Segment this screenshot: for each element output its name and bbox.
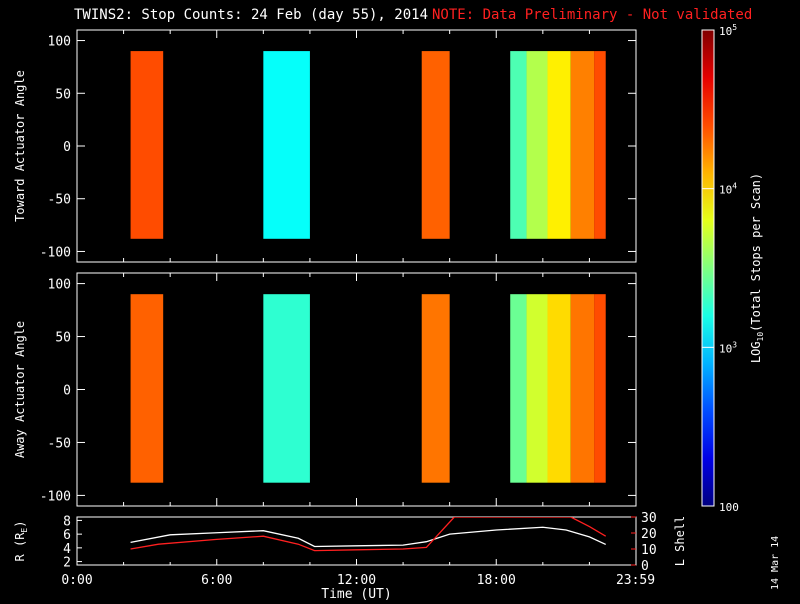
- heatmap-block: [594, 294, 606, 483]
- heatmap-panel-2: -100 -50 0 50 100 Away Actuator Angle: [13, 272, 637, 507]
- x-tick-label: 6:00: [201, 573, 232, 588]
- date-stamp: 14 Mar 14: [770, 535, 781, 590]
- r-distance-line: [130, 526, 606, 548]
- y-tick-label: 0: [63, 384, 71, 399]
- preliminary-note: NOTE: Data Preliminary - Not validated: [432, 7, 753, 23]
- y-tick-label: 6: [63, 528, 71, 543]
- y-tick-label: 50: [55, 331, 71, 346]
- heatmap-block: [510, 294, 527, 483]
- l-shell-axis-label: L Shell: [673, 516, 687, 567]
- r-axis-label: R (RE): [13, 521, 29, 562]
- y-tick-label-right: 0: [641, 559, 649, 574]
- heatmap-block: [547, 294, 571, 483]
- heatmap-block: [526, 51, 548, 239]
- heatmap-block: [130, 51, 164, 239]
- y-tick-label: 100: [48, 278, 71, 293]
- l-shell-line: [130, 517, 607, 552]
- y-tick-label: -100: [40, 245, 71, 260]
- y-tick-label: 50: [55, 87, 71, 102]
- colorbar-gradient: [701, 29, 715, 507]
- x-tick-label: 23:59: [616, 573, 655, 588]
- x-tick-label: 12:00: [337, 573, 376, 588]
- heatmap-panel-1: -100 -50 0 50 100 Toward Actuator Angle: [13, 29, 637, 263]
- x-tick-label: 18:00: [477, 573, 516, 588]
- colorbar-tick-label: 100: [719, 501, 739, 514]
- heatmap-block: [263, 294, 310, 483]
- chart-title: TWINS2: Stop Counts: 24 Feb (day 55), 20…: [74, 7, 429, 23]
- heatmap-block: [526, 294, 548, 483]
- x-tick-label: 0:00: [61, 573, 92, 588]
- y-axis-label: Toward Actuator Angle: [13, 70, 27, 222]
- colorbar-tick-label: 103: [719, 340, 737, 355]
- y-axis-label: Away Actuator Angle: [13, 321, 27, 458]
- heatmap-block: [421, 294, 450, 483]
- heatmap-block: [510, 51, 527, 239]
- y-tick-label: 2: [63, 556, 71, 571]
- y-tick-label: -100: [40, 489, 71, 504]
- heatmap-block: [547, 51, 571, 239]
- y-tick-label: 4: [63, 542, 71, 557]
- heatmap-block: [570, 294, 595, 483]
- panel-frame: [76, 516, 637, 566]
- y-tick-label-right: 10: [641, 543, 657, 558]
- heatmap-block: [570, 51, 595, 239]
- x-axis-label: Time (UT): [321, 587, 391, 600]
- y-tick-label-right: 20: [641, 527, 657, 542]
- colorbar-label: LOG10(Total Stops per Scan): [749, 173, 765, 363]
- heatmap-block: [594, 51, 606, 239]
- heatmap-block: [263, 51, 310, 239]
- y-tick-label: -50: [48, 436, 71, 451]
- colorbar-tick-label: 105: [719, 23, 737, 38]
- y-tick-label: 0: [63, 140, 71, 155]
- y-tick-label: -50: [48, 193, 71, 208]
- heatmap-block: [130, 294, 164, 483]
- y-tick-label: 100: [48, 35, 71, 50]
- colorbar: 100 103 104 105 LOG10(Total Stops per Scan): [701, 23, 765, 514]
- y-tick-label: 8: [63, 514, 71, 529]
- colorbar-tick-label: 104: [719, 182, 737, 197]
- heatmap-block: [421, 51, 450, 239]
- y-tick-label-right: 30: [641, 511, 657, 526]
